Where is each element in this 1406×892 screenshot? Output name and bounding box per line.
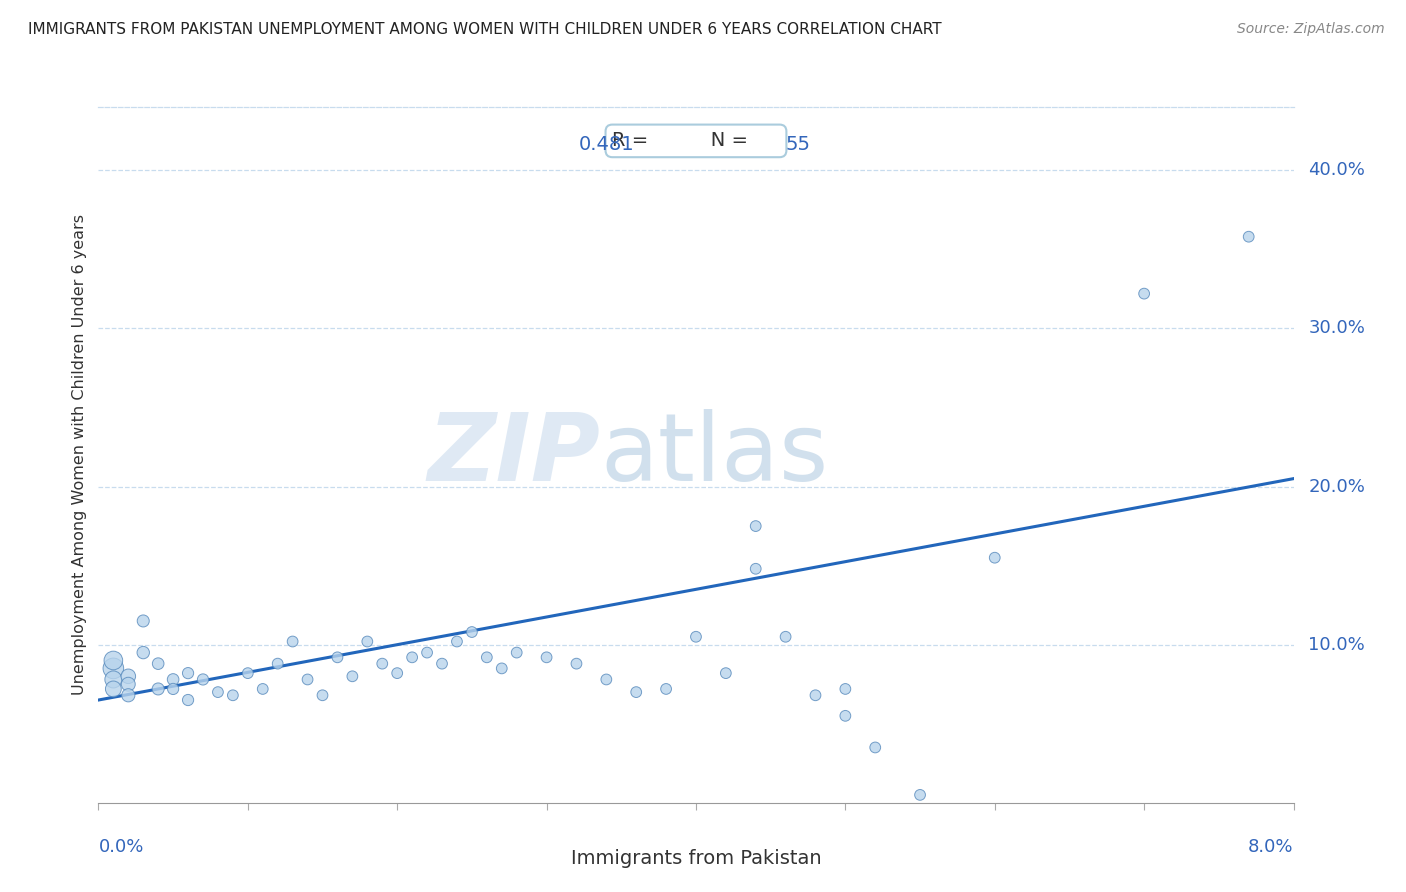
Point [162,673,184,687]
Text: 0.481: 0.481 [578,135,634,154]
Point [745,519,768,533]
Point [863,740,886,755]
Point [491,661,513,675]
Text: 30.0%: 30.0% [1309,319,1365,337]
Point [103,661,125,675]
Point [236,666,259,681]
Point [371,657,394,671]
Point [834,681,856,696]
Point [207,685,229,699]
Text: 55: 55 [785,135,810,154]
Point [714,666,737,681]
Point [908,788,931,802]
Point [475,650,498,665]
Text: IMMIGRANTS FROM PAKISTAN UNEMPLOYMENT AMONG WOMEN WITH CHILDREN UNDER 6 YEARS CO: IMMIGRANTS FROM PAKISTAN UNEMPLOYMENT AM… [28,22,942,37]
Point [655,681,678,696]
Point [595,673,617,687]
Point [356,634,378,648]
Point [103,681,125,696]
Point [117,688,139,702]
Point [177,693,200,707]
Point [685,630,707,644]
Point [1237,229,1260,244]
Point [297,673,319,687]
Point [446,634,468,648]
Text: ZIP: ZIP [427,409,600,501]
X-axis label: Immigrants from Pakistan: Immigrants from Pakistan [571,848,821,868]
Point [461,625,484,640]
Text: R =          N =: R = N = [613,131,779,151]
Point [1133,286,1156,301]
Y-axis label: Unemployment Among Women with Children Under 6 years: Unemployment Among Women with Children U… [72,214,87,696]
Point [103,673,125,687]
Point [148,657,170,671]
Text: 40.0%: 40.0% [1309,161,1365,179]
Point [983,550,1005,565]
Point [177,666,200,681]
Point [148,681,170,696]
Point [834,708,856,723]
Text: atlas: atlas [600,409,828,501]
Point [745,562,768,576]
Point [222,688,245,702]
Text: 20.0%: 20.0% [1309,477,1365,496]
Point [311,688,333,702]
Point [117,669,139,683]
Point [565,657,588,671]
Point [132,646,155,660]
Point [342,669,364,683]
Point [775,630,797,644]
Point [132,614,155,628]
Point [117,677,139,691]
Point [385,666,409,681]
Text: Source: ZipAtlas.com: Source: ZipAtlas.com [1237,22,1385,37]
Point [267,657,290,671]
Point [281,634,304,648]
Point [416,646,439,660]
Point [252,681,274,696]
Point [506,646,529,660]
Text: 10.0%: 10.0% [1309,636,1365,654]
Point [536,650,558,665]
Point [430,657,453,671]
Point [162,681,184,696]
Point [191,673,214,687]
Point [624,685,647,699]
Text: 8.0%: 8.0% [1249,838,1294,855]
Point [804,688,827,702]
Point [103,653,125,667]
Point [401,650,423,665]
Point [326,650,349,665]
Text: 0.0%: 0.0% [98,838,143,855]
